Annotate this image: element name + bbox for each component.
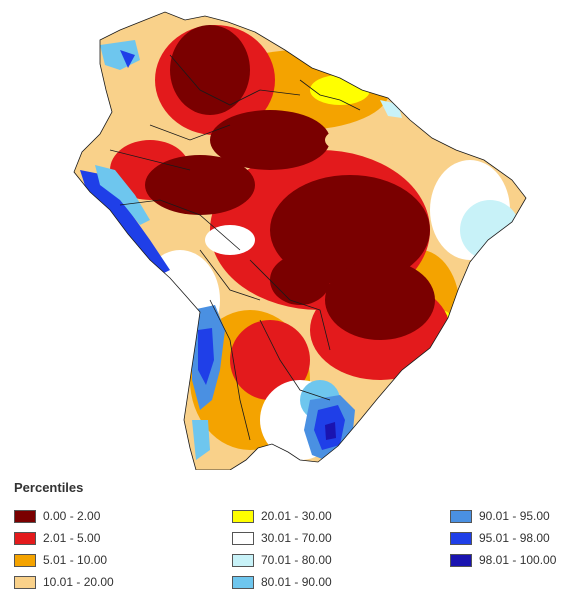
legend-item: 80.01 - 90.00 — [232, 574, 392, 590]
legend-swatch — [232, 553, 254, 567]
legend-item: 0.00 - 2.00 — [14, 508, 174, 524]
legend-item: 98.01 - 100.00 — [450, 552, 568, 568]
legend-swatch — [450, 531, 472, 545]
legend-item: 30.01 - 70.00 — [232, 530, 392, 546]
legend-label: 80.01 - 90.00 — [261, 575, 332, 589]
legend-swatch — [14, 531, 36, 545]
legend-column: 20.01 - 30.00 30.01 - 70.00 70.01 - 80.00 8… — [232, 508, 392, 596]
legend-label: 10.01 - 20.00 — [43, 575, 114, 589]
legend-title: Percentiles — [14, 480, 84, 495]
legend-label: 98.01 - 100.00 — [479, 553, 557, 567]
legend-item: 90.01 - 95.00 — [450, 508, 568, 524]
legend-item: 10.01 - 20.00 — [14, 574, 174, 590]
legend-item: 5.01 - 10.00 — [14, 552, 174, 568]
legend-swatch — [232, 531, 254, 545]
legend-column: 0.00 - 2.00 2.01 - 5.00 5.01 - 10.00 10.01 … — [14, 508, 174, 596]
legend-swatch — [450, 509, 472, 523]
legend-item: 20.01 - 30.00 — [232, 508, 392, 524]
legend-label: 2.01 - 5.00 — [43, 531, 101, 545]
map-canvas — [73, 11, 527, 471]
legend-swatch — [14, 509, 36, 523]
legend-label: 90.01 - 95.00 — [479, 509, 550, 523]
legend-swatch — [232, 575, 254, 589]
legend-item: 70.01 - 80.00 — [232, 552, 392, 568]
legend-item: 95.01 - 98.00 — [450, 530, 568, 546]
legend-label: 30.01 - 70.00 — [261, 531, 332, 545]
legend-label: 0.00 - 2.00 — [43, 509, 101, 523]
legend-label: 5.01 - 10.00 — [43, 553, 108, 567]
legend-label: 70.01 - 80.00 — [261, 553, 332, 567]
legend-swatch — [450, 553, 472, 567]
legend-item: 2.01 - 5.00 — [14, 530, 174, 546]
legend-label: 20.01 - 30.00 — [261, 509, 332, 523]
legend-swatch — [14, 553, 36, 567]
legend-swatch — [14, 575, 36, 589]
legend-label: 95.01 - 98.00 — [479, 531, 550, 545]
south-america-percentile-map — [73, 11, 527, 471]
legend-column: 90.01 - 95.00 95.01 - 98.00 98.01 - 100.00 — [450, 508, 568, 574]
legend-swatch — [232, 509, 254, 523]
